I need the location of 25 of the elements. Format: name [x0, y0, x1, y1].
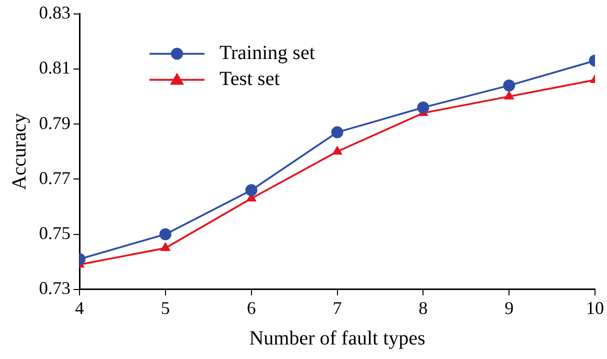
y-tick-label: 0.83: [39, 2, 70, 23]
y-tick-label: 0.79: [39, 112, 70, 133]
y-tick-label: 0.75: [39, 223, 70, 244]
point: [332, 146, 342, 155]
y-tick-label: 0.77: [39, 168, 70, 188]
x-tick-label: 6: [246, 298, 256, 318]
x-axis-title: Number of fault types: [249, 327, 426, 350]
x-tick-label: 10: [586, 298, 604, 318]
x-tick-label: 5: [160, 298, 170, 318]
y-tick-label: 0.81: [39, 58, 70, 78]
point: [245, 184, 258, 196]
y-tick-label: 0.73: [39, 278, 70, 298]
x-tick-label: 4: [75, 298, 84, 318]
point: [159, 228, 172, 240]
x-tick-label: 7: [332, 298, 342, 318]
point: [503, 79, 516, 92]
x-tick-label: 9: [504, 298, 514, 318]
point: [417, 102, 430, 114]
x-tick-label: 8: [418, 298, 428, 318]
point: [331, 126, 344, 138]
legend-label: Training set: [220, 42, 316, 64]
y-axis-title: Accuracy: [8, 113, 30, 190]
point: [504, 90, 514, 100]
legend-label: Test set: [220, 68, 280, 90]
point: [160, 242, 171, 252]
